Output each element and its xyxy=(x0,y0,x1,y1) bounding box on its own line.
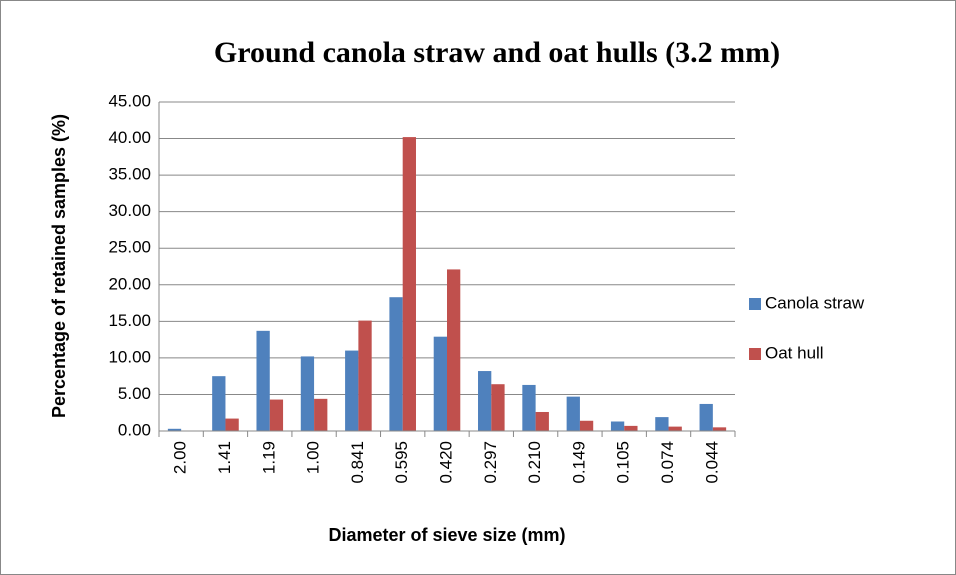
bar xyxy=(610,421,625,431)
bar xyxy=(345,350,359,431)
x-tick-label: 0.420 xyxy=(436,441,455,484)
bar xyxy=(699,403,713,431)
y-tick-label: 25.00 xyxy=(108,238,151,257)
x-tick-label: 0.297 xyxy=(481,441,500,484)
bar xyxy=(256,330,270,431)
bar xyxy=(535,411,549,431)
bar xyxy=(447,269,461,431)
x-tick-label: 0.149 xyxy=(569,441,588,484)
bar xyxy=(655,417,669,431)
bar xyxy=(478,371,492,431)
bar xyxy=(389,297,403,431)
bar xyxy=(167,428,182,431)
y-tick-label: 45.00 xyxy=(108,91,151,110)
x-tick-label: 0.105 xyxy=(614,441,633,484)
bar xyxy=(402,137,416,432)
bar xyxy=(314,398,328,431)
x-tick-label: 1.19 xyxy=(259,441,278,474)
bar xyxy=(358,320,372,431)
y-tick-label: 30.00 xyxy=(108,201,151,220)
y-tick-label: 15.00 xyxy=(108,311,151,330)
bar xyxy=(624,425,638,431)
x-tick-label: 0.841 xyxy=(348,441,367,484)
y-tick-label: 0.00 xyxy=(118,420,151,439)
bar xyxy=(712,427,727,431)
bar xyxy=(300,356,315,431)
x-tick-label: 0.595 xyxy=(392,441,411,484)
bar xyxy=(491,384,505,431)
y-tick-label: 20.00 xyxy=(108,274,151,293)
bar xyxy=(522,384,536,431)
bar xyxy=(579,420,594,431)
y-tick-label: 40.00 xyxy=(108,128,151,147)
y-axis-label: Percentage of retained samples (%) xyxy=(49,114,69,418)
bar xyxy=(212,376,226,431)
chart-title: Ground canola straw and oat hulls (3.2 m… xyxy=(214,36,780,69)
bar xyxy=(269,399,284,431)
x-tick-label: 2.00 xyxy=(171,441,190,474)
y-tick-label: 5.00 xyxy=(118,384,151,403)
x-tick-label: 0.074 xyxy=(658,441,677,484)
bar xyxy=(225,418,239,431)
legend-swatch xyxy=(749,298,761,310)
x-tick-label: 0.210 xyxy=(525,441,544,484)
x-axis-label: Diameter of sieve size (mm) xyxy=(328,525,565,545)
legend-swatch xyxy=(749,348,761,360)
bar xyxy=(668,426,682,431)
y-tick-label: 10.00 xyxy=(108,347,151,366)
x-tick-label: 1.00 xyxy=(304,441,323,474)
bar xyxy=(566,396,580,431)
x-tick-label: 0.044 xyxy=(702,441,721,484)
bar xyxy=(433,336,447,431)
legend-label: Oat hull xyxy=(765,343,824,362)
legend-label: Canola straw xyxy=(765,293,865,312)
y-tick-label: 35.00 xyxy=(108,165,151,184)
x-tick-label: 1.41 xyxy=(215,441,234,474)
